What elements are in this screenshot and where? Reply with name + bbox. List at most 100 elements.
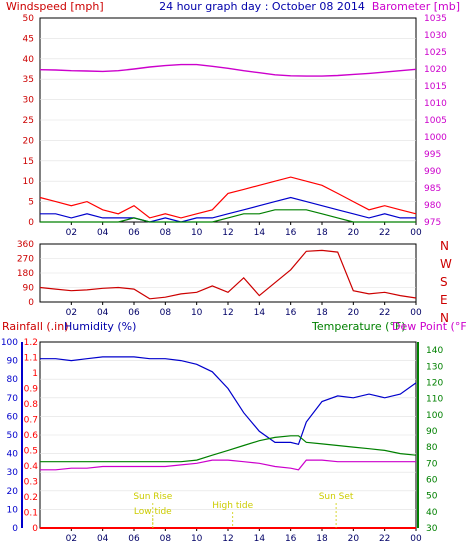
humidity-tick-label: 100 — [1, 338, 18, 348]
direction-x-tick-label: 08 — [160, 308, 172, 318]
windspeed-tick-label: 35 — [23, 75, 34, 85]
temperature-tick-label: 70 — [426, 459, 438, 469]
temperature-tick-label: 60 — [426, 475, 438, 485]
climate-x-tick-label: 04 — [97, 534, 109, 544]
chart-title: 24 hour graph day : October 08 2014 — [159, 0, 365, 13]
annotation-label: Sun Rise — [133, 492, 172, 502]
wind-x-tick-label: 08 — [160, 228, 172, 238]
direction-x-tick-label: 12 — [222, 308, 233, 318]
direction-tick-label: 90 — [23, 284, 35, 294]
barometer-axis-label: Barometer [mb] — [372, 0, 460, 13]
windspeed-tick-label: 50 — [23, 14, 35, 24]
temperature-tick-label: 140 — [426, 346, 443, 356]
barometer-tick-label: 995 — [424, 150, 441, 160]
humidity-tick-label: 80 — [7, 375, 19, 385]
barometer-tick-label: 1025 — [424, 48, 447, 58]
direction-x-tick-label: 22 — [379, 308, 390, 318]
barometer-tick-label: 1030 — [424, 31, 447, 41]
barometer-tick-label: 1000 — [424, 133, 447, 143]
compass-label: N — [440, 239, 449, 253]
wind-x-tick-label: 20 — [348, 228, 360, 238]
average-line — [40, 196, 416, 223]
temperature-tick-label: 90 — [426, 427, 438, 437]
wind-x-tick-label: 10 — [191, 228, 203, 238]
temperature-tick-label: 110 — [426, 395, 443, 405]
climate-x-tick-label: 18 — [316, 534, 328, 544]
temperature-tick-label: 80 — [426, 443, 438, 453]
rainfall-tick-label: 0.1 — [24, 509, 38, 519]
windspeed-tick-label: 5 — [28, 198, 34, 208]
direction-tick-label: 360 — [17, 240, 34, 250]
dew-point-line — [40, 459, 416, 471]
barometer-tick-label: 985 — [424, 184, 441, 194]
wind-x-tick-label: 00 — [410, 228, 422, 238]
wind-direction-line — [39, 249, 417, 300]
humidity-line — [40, 356, 417, 446]
rainfall-tick-label: 0.2 — [24, 493, 38, 503]
climate-x-tick-label: 12 — [222, 534, 233, 544]
wind-x-tick-label: 22 — [379, 228, 390, 238]
climate-x-tick-label: 20 — [348, 534, 360, 544]
humidity-tick-label: 60 — [7, 412, 19, 422]
wind-x-tick-label: 04 — [97, 228, 109, 238]
direction-tick-label: 270 — [17, 255, 34, 265]
humidity-tick-label: 70 — [7, 394, 19, 404]
humidity-tick-label: 50 — [7, 431, 19, 441]
windspeed-axis-label: Windspeed [mph] — [6, 0, 104, 13]
compass-label: W — [440, 257, 452, 271]
humidity-tick-label: 0 — [12, 524, 18, 534]
direction-x-tick-label: 04 — [97, 308, 109, 318]
rainfall-tick-label: 0 — [32, 524, 38, 534]
humidity-tick-label: 90 — [7, 357, 19, 367]
gust-line — [39, 176, 417, 219]
annotation-label: Sun Set — [319, 492, 354, 502]
temperature-tick-label: 100 — [426, 411, 443, 421]
rainfall-tick-label: 0.7 — [24, 416, 38, 426]
wind-x-tick-label: 12 — [222, 228, 233, 238]
rainfall-tick-label: 0.8 — [24, 400, 39, 410]
rainfall-axis-label: Rainfall (.in) — [2, 320, 69, 333]
direction-x-tick-label: 20 — [348, 308, 360, 318]
windspeed-tick-label: 45 — [23, 34, 34, 44]
barometer-tick-label: 990 — [424, 167, 441, 177]
compass-label: S — [440, 275, 448, 289]
windspeed-tick-label: 15 — [23, 157, 34, 167]
temperature-axis-label: Temperature (°F) — [311, 320, 406, 333]
rainfall-tick-label: 1 — [32, 369, 38, 379]
windspeed-tick-label: 30 — [23, 96, 35, 106]
climate-x-tick-label: 00 — [410, 534, 422, 544]
rainfall-tick-label: 0.6 — [24, 431, 39, 441]
temperature-tick-label: 40 — [426, 508, 438, 518]
temperature-tick-label: 130 — [426, 362, 443, 372]
wind-x-tick-label: 06 — [128, 228, 140, 238]
direction-tick-label: 180 — [17, 269, 34, 279]
climate-x-tick-label: 08 — [160, 534, 172, 544]
climate-x-tick-label: 16 — [285, 534, 297, 544]
rainfall-tick-label: 0.5 — [24, 447, 38, 457]
barometer-tick-label: 975 — [424, 218, 441, 228]
temperature-line — [40, 435, 417, 463]
compass-label: E — [440, 293, 448, 307]
barometer-tick-label: 1010 — [424, 99, 447, 109]
direction-x-tick-label: 14 — [254, 308, 266, 318]
rainfall-tick-label: 0.9 — [24, 385, 39, 395]
humidity-tick-label: 40 — [7, 450, 19, 460]
barometer-tick-label: 1035 — [424, 14, 447, 24]
climate-x-tick-label: 10 — [191, 534, 203, 544]
wind-x-tick-label: 02 — [66, 228, 77, 238]
barometer-line — [39, 63, 417, 77]
rainfall-tick-label: 0.3 — [24, 478, 38, 488]
direction-x-tick-label: 06 — [128, 308, 140, 318]
windspeed-tick-label: 0 — [28, 218, 34, 228]
windspeed-tick-label: 10 — [23, 177, 35, 187]
windspeed-tick-label: 20 — [23, 136, 35, 146]
barometer-tick-label: 1020 — [424, 65, 447, 75]
direction-x-tick-label: 18 — [316, 308, 328, 318]
wind-x-tick-label: 18 — [316, 228, 328, 238]
climate-x-tick-label: 06 — [128, 534, 140, 544]
minimum-line — [40, 209, 416, 223]
climate-x-tick-label: 22 — [379, 534, 390, 544]
direction-x-tick-label: 16 — [285, 308, 297, 318]
humidity-axis-label: Humidity (%) — [64, 320, 136, 333]
